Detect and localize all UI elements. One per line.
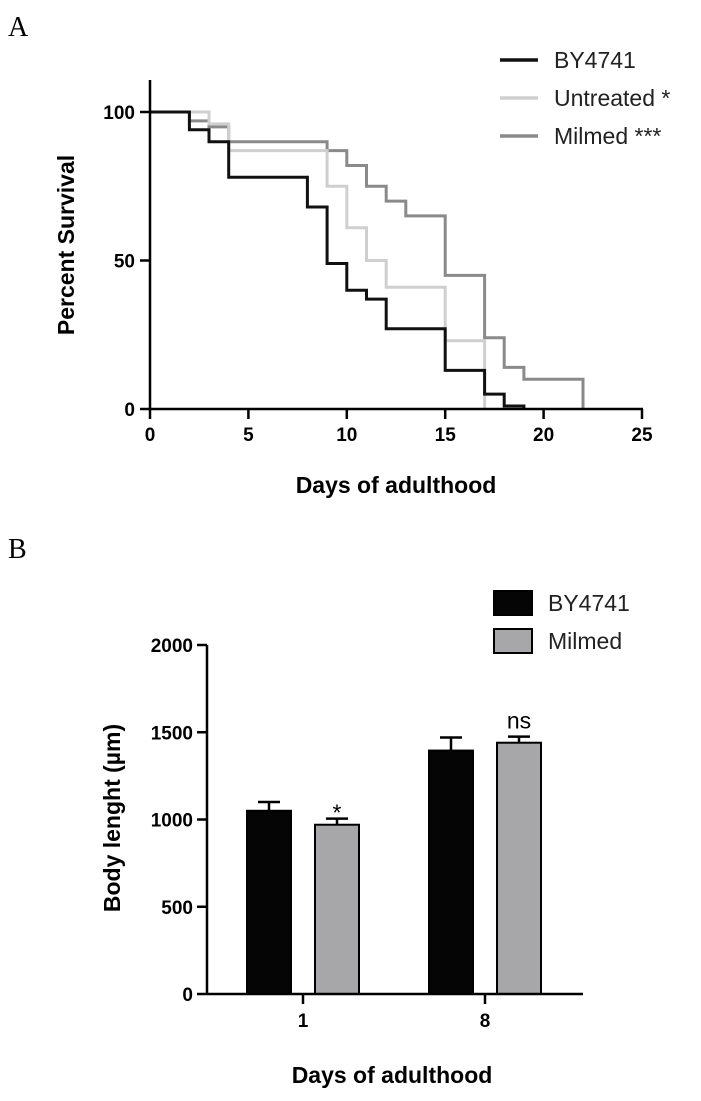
- body-length-y-tick-label: 1500: [151, 723, 193, 744]
- survival-x-tick-label: 15: [435, 425, 457, 446]
- survival-x-tick-label: 5: [243, 425, 254, 446]
- body-length-legend: BY4741 Milmed: [493, 590, 630, 654]
- survival-legend-label: BY4741: [554, 47, 636, 73]
- panel-b-label: B: [8, 534, 27, 565]
- survival-x-tick-label: 0: [145, 425, 156, 446]
- body-length-y-axis-title: Body lenght (µm): [99, 724, 125, 912]
- body-length-legend-swatch: [493, 590, 533, 616]
- survival-legend-label: Milmed ***: [554, 123, 661, 149]
- body-length-y-tick-label: 500: [161, 898, 193, 919]
- significance-label: *: [333, 800, 342, 826]
- significance-label: ns: [507, 708, 531, 734]
- survival-line-untreated: [150, 110, 487, 409]
- survival-x-tick-label: 25: [631, 425, 653, 446]
- panel-a-label: A: [8, 12, 29, 43]
- survival-x-tick-label: 20: [533, 425, 554, 446]
- bar-by4741-day-1: [246, 809, 292, 996]
- survival-y-tick-label: 0: [124, 400, 135, 421]
- bar-milmed-day-8: [496, 741, 542, 995]
- survival-chart: 0 5 10 15 20 25 0 50 100 Days of adulthood Perce…: [53, 47, 670, 498]
- survival-x-axis-title: Days of adulthood: [296, 472, 497, 498]
- bar-milmed-day-1: [314, 823, 360, 995]
- survival-legend-label: Untreated *: [554, 85, 670, 111]
- survival-x-tick-label: 10: [336, 425, 357, 446]
- bar-by4741-day-8: [428, 749, 474, 996]
- survival-y-axis-title: Percent Survival: [53, 155, 79, 335]
- body-length-legend-label: BY4741: [548, 590, 630, 616]
- survival-ticks: 0 5 10 15 20 25 0 50 100: [103, 103, 653, 446]
- body-length-chart: * ns 0 500 1000 1500 2000 1 8 Days of adulthood…: [99, 590, 630, 1088]
- survival-line-milmed: [150, 110, 585, 409]
- survival-y-tick-label: 100: [103, 103, 135, 124]
- body-length-legend-label: Milmed: [548, 628, 622, 654]
- survival-y-tick-label: 50: [114, 252, 135, 273]
- survival-legend: BY4741 Untreated * Milmed ***: [500, 47, 670, 149]
- body-length-y-tick-label: 2000: [151, 636, 193, 657]
- body-length-legend-swatch: [493, 628, 533, 654]
- body-length-y-tick-label: 0: [182, 985, 193, 1006]
- body-length-x-tick-label: 8: [480, 1011, 491, 1032]
- body-length-ticks: 0 500 1000 1500 2000 1 8: [151, 636, 491, 1032]
- survival-series-lines: [150, 110, 585, 409]
- body-length-x-tick-label: 1: [298, 1011, 309, 1032]
- body-length-y-tick-label: 1000: [151, 811, 193, 832]
- body-length-x-axis-title: Days of adulthood: [292, 1062, 493, 1088]
- body-length-bars: * ns: [246, 708, 542, 996]
- survival-line-by4741: [150, 110, 526, 409]
